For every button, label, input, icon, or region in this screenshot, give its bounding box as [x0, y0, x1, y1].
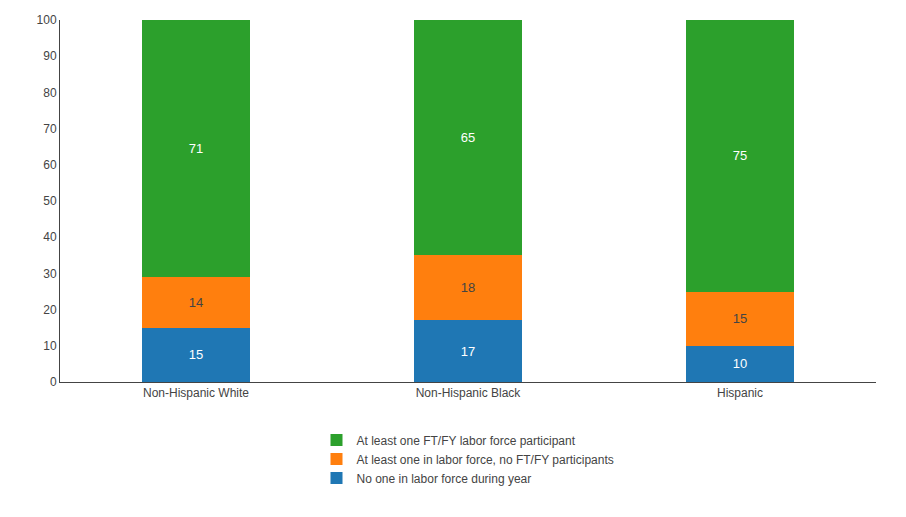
svg-text:71: 71 — [189, 141, 203, 156]
svg-text:40: 40 — [43, 230, 57, 244]
svg-text:15: 15 — [733, 311, 747, 326]
svg-text:14: 14 — [189, 295, 203, 310]
svg-text:60: 60 — [43, 158, 57, 172]
svg-text:No one in labor force during y: No one in labor force during year — [357, 472, 532, 486]
svg-text:100: 100 — [37, 13, 57, 27]
svg-text:50: 50 — [43, 194, 57, 208]
svg-text:75: 75 — [733, 148, 747, 163]
svg-text:Non-Hispanic Black: Non-Hispanic Black — [416, 386, 522, 400]
svg-text:30: 30 — [43, 267, 57, 281]
svg-text:90: 90 — [43, 49, 57, 63]
svg-text:Non-Hispanic White: Non-Hispanic White — [143, 386, 249, 400]
svg-text:65: 65 — [461, 130, 475, 145]
svg-text:17: 17 — [461, 344, 475, 359]
svg-text:10: 10 — [733, 356, 747, 371]
svg-text:18: 18 — [461, 280, 475, 295]
svg-text:15: 15 — [189, 347, 203, 362]
svg-text:At least one in labor force, n: At least one in labor force, no FT/FY pa… — [357, 453, 614, 467]
svg-text:70: 70 — [43, 122, 57, 136]
svg-text:10: 10 — [43, 339, 57, 353]
svg-text:0: 0 — [50, 375, 57, 389]
svg-text:20: 20 — [43, 303, 57, 317]
svg-text:Hispanic: Hispanic — [717, 386, 763, 400]
svg-text:At least one FT/FY labor force: At least one FT/FY labor force participa… — [357, 434, 576, 448]
svg-text:80: 80 — [43, 86, 57, 100]
